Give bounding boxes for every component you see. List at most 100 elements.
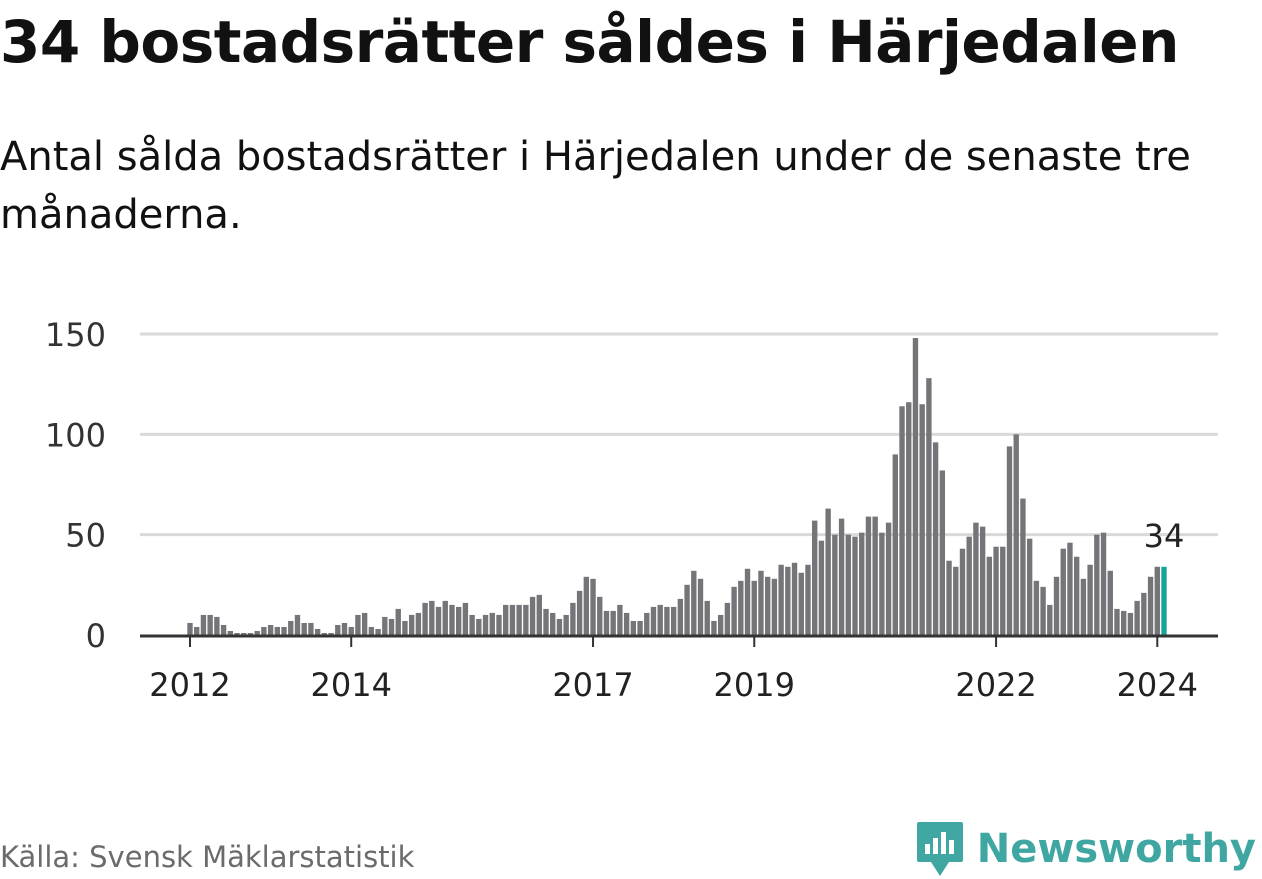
bar: [523, 604, 529, 635]
bar: [704, 600, 710, 635]
bar: [254, 630, 260, 635]
x-tick-label-2024: 2024: [1117, 666, 1198, 704]
bar: [469, 614, 475, 635]
bar: [563, 614, 569, 635]
bar: [939, 470, 946, 635]
bar: [879, 532, 885, 635]
bar: [341, 622, 348, 635]
bar: [610, 610, 616, 635]
bar: [738, 580, 744, 635]
bar: [872, 516, 878, 635]
bar: [415, 612, 422, 635]
bar: [408, 614, 415, 635]
bar: [1100, 532, 1107, 635]
bar: [227, 630, 233, 635]
bar: [435, 606, 442, 635]
annotations: 34: [1144, 517, 1185, 555]
bar: [294, 614, 301, 635]
bar: [328, 632, 334, 635]
bar: [1040, 586, 1046, 635]
bar: [1060, 548, 1066, 635]
bar: [657, 604, 663, 635]
bar: [288, 620, 294, 635]
bar: [1141, 592, 1147, 635]
bar: [1114, 608, 1120, 635]
bar: [516, 604, 522, 635]
source-note: Källa: Svensk Mäklarstatistik: [0, 840, 415, 874]
bar: [361, 612, 368, 635]
bar: [697, 578, 704, 635]
bar: [744, 568, 751, 635]
bar: [335, 624, 341, 635]
bar: [429, 600, 435, 635]
y-tick-label-0: 0: [86, 617, 106, 655]
bar: [422, 602, 428, 635]
bar: [583, 576, 589, 635]
y-tick-label-100: 100: [45, 416, 106, 454]
bar: [892, 454, 898, 635]
x-tick-label-2012: 2012: [149, 666, 230, 704]
bar: [348, 626, 354, 635]
bar: [1020, 498, 1026, 635]
bar: [966, 536, 972, 635]
bar: [1147, 576, 1154, 635]
bar: [812, 520, 818, 635]
bar: [442, 600, 448, 635]
bar: [267, 624, 274, 635]
x-tick-label-2019: 2019: [714, 666, 795, 704]
bars: [187, 338, 1167, 635]
bar: [711, 620, 717, 635]
bar: [825, 508, 831, 635]
bar: [1026, 538, 1033, 635]
bar: [382, 616, 388, 635]
bar: [932, 442, 939, 635]
y-axis-labels: 0 50 100 150: [45, 316, 106, 655]
bar: [973, 522, 979, 635]
bar: [1107, 570, 1113, 635]
bar: [543, 608, 549, 635]
bar: [489, 612, 495, 635]
bar: [1033, 580, 1040, 635]
bar: [617, 604, 623, 635]
bar: [751, 580, 757, 635]
bar: [993, 546, 999, 635]
bar: [261, 626, 267, 635]
bar: [462, 602, 469, 635]
bar: [603, 610, 610, 635]
bar: [368, 626, 375, 635]
x-tick-label-2022: 2022: [955, 666, 1036, 704]
bar: [247, 632, 254, 635]
bar: [550, 612, 556, 635]
bar: [623, 612, 630, 635]
x-axis: [140, 634, 1218, 647]
bar: [241, 632, 247, 635]
bar: [576, 590, 583, 635]
bar: [644, 612, 650, 635]
bar: [529, 596, 536, 635]
bar: [926, 378, 932, 635]
bar: [1047, 604, 1053, 635]
bar: [912, 338, 919, 635]
bar: [818, 540, 825, 635]
brand-logo: Newsworthy: [915, 820, 1256, 878]
bar-chart: 0 50 100 150 2012 2014 2017 2019 2022 2024 34: [45, 316, 1218, 704]
bar: [959, 548, 966, 635]
bar: [1121, 610, 1127, 635]
bar: [979, 526, 986, 635]
bar: [301, 622, 307, 635]
bar: [919, 404, 925, 635]
bar: [670, 606, 677, 635]
bar: [388, 618, 395, 635]
x-axis-labels: 2012 2014 2017 2019 2022 2024: [149, 666, 1198, 704]
bar: [724, 602, 731, 635]
newsworthy-logo-icon: [916, 822, 963, 876]
bar: [536, 594, 542, 635]
bar: [805, 564, 811, 635]
bar: [758, 570, 764, 635]
bar: [395, 608, 401, 635]
bar: [906, 402, 912, 635]
bar: [1053, 576, 1060, 635]
bar: [1000, 546, 1006, 635]
bar: [1134, 600, 1140, 635]
bar: [852, 536, 858, 635]
